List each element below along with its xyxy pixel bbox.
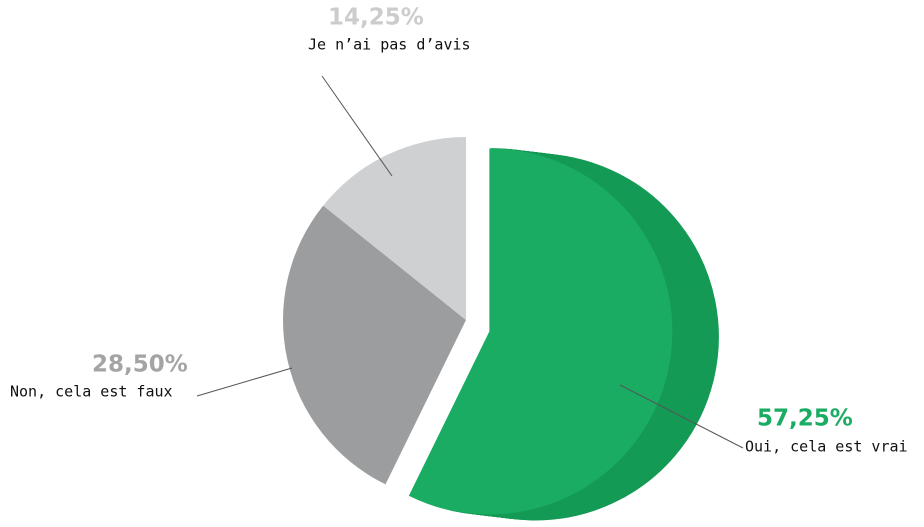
- leader-line: [321, 75, 393, 177]
- value-label: 28,50%: [92, 352, 188, 378]
- category-label: Oui, cela est vrai: [745, 438, 908, 456]
- category-label: Non, cela est faux: [10, 383, 173, 401]
- leader-line: [619, 384, 744, 449]
- value-label: 14,25%: [328, 5, 424, 31]
- value-label: 57,25%: [757, 406, 853, 432]
- slice: [282, 205, 466, 485]
- category-label: Je n’ai pas d’avis: [308, 36, 471, 54]
- slice: [323, 137, 466, 320]
- leader-line: [196, 367, 293, 397]
- slice: [408, 148, 673, 515]
